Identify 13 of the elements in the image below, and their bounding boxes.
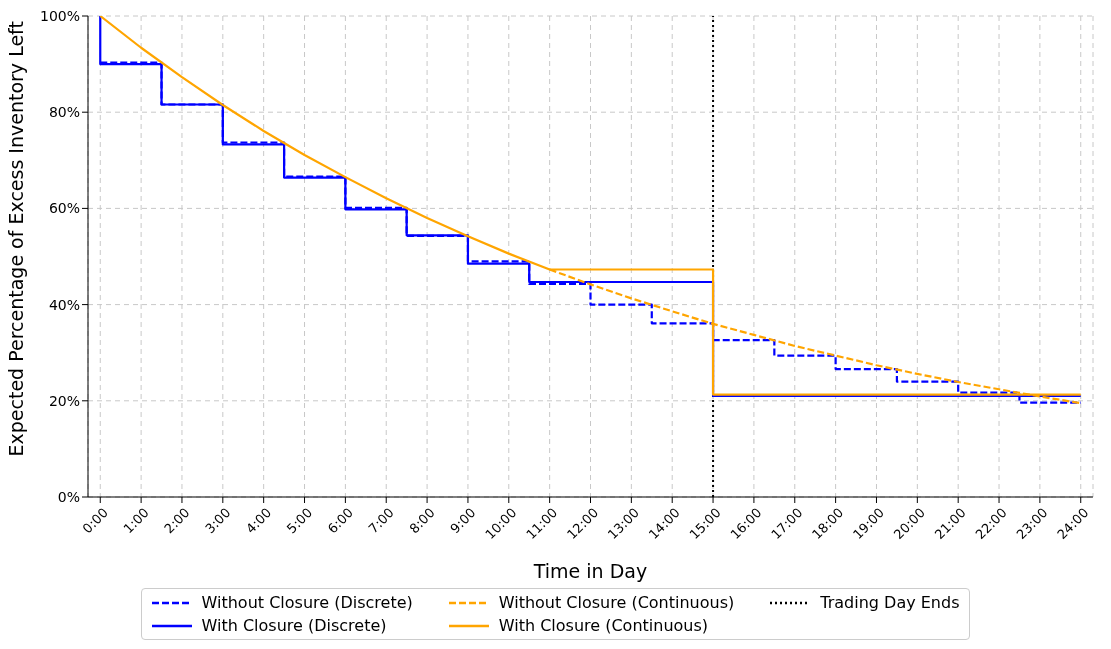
legend-label: Trading Day Ends [820, 593, 960, 612]
legend-label: Without Closure (Continuous) [498, 593, 735, 612]
x-axis-title: Time in Day [532, 560, 648, 582]
legend-label: Without Closure (Discrete) [201, 593, 413, 612]
y-tick-label: 20% [48, 392, 80, 409]
y-tick-label: 60% [48, 200, 80, 217]
y-axis-title: Expected Percentage of Excess Inventory Left [4, 21, 27, 457]
legend-label: With Closure (Discrete) [201, 616, 387, 635]
y-tick-label: 80% [48, 104, 80, 121]
y-tick-label: 0% [57, 488, 80, 505]
y-tick-label: 100% [39, 7, 80, 24]
legend-label: With Closure (Continuous) [498, 616, 709, 635]
y-tick-label: 40% [48, 296, 80, 313]
